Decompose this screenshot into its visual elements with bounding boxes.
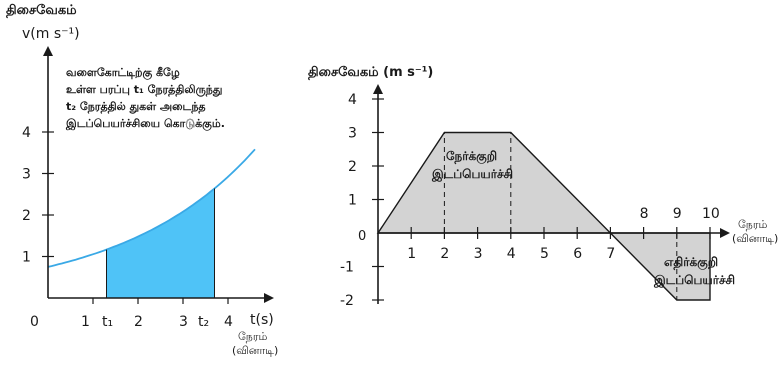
left-y-axis-label: v(m s⁻¹) [22,26,80,42]
annotation-line-4: இடப்பெயர்ச்சியை கொடுக்கும். [65,117,225,132]
left-x-tick-label: 3 [179,314,188,330]
left-x-unit-line2: (வினாடி) [232,344,278,357]
left-y-tick-label: 3 [22,167,31,183]
left-y-tick-label: 2 [22,208,31,224]
right-x-tick-label: 9 [673,206,682,222]
left-top-label: திசைவேகம் [6,3,77,18]
right-y-tick-label: 2 [348,159,357,175]
origin-label: 0 [358,229,366,244]
left-x-tick-label: 1 [81,314,90,330]
right-x-tick-label: 8 [640,206,649,222]
left-x-tick-label: 2 [134,314,143,330]
right-x-tick-label: 1 [407,246,416,262]
right-x-tick-label: 3 [474,246,483,262]
positive-area-label-2: இடப்பெயர்ச்சி [431,167,513,182]
left-x-tick-label: 4 [224,314,233,330]
right-x-tick-label: 2 [440,246,449,262]
right-y-tick-label: 3 [348,126,357,142]
right-x-ticks: 1 2 3 4 5 6 7 8 9 10 [407,206,720,262]
right-x-tick-label: 5 [540,246,549,262]
annotation-line-3: t₂ நேரத்தில் துகள் அடைந்த [66,100,206,114]
t1-label: t₁ [102,314,113,330]
right-y-tick-label: -2 [340,293,354,309]
negative-area-label-2: இடப்பெயர்ச்சி [653,273,735,288]
left-y-ticks: 1 2 3 4 [22,125,54,266]
annotation-line-1: வளைகோட்டிற்கு கீழே [66,66,180,81]
right-y-tick-label: 1 [348,193,357,209]
left-velocity-graph: 0 1 2 3 4 1 2 3 4 திசைவேகம் v(m s⁻¹) t(s) நேரம்… [6,3,278,357]
right-y-tick-label: -1 [340,260,354,276]
right-x-tick-label: 6 [573,246,582,262]
left-y-tick-label: 1 [22,250,31,266]
annotation-line-2: உள்ள பரப்பு t₁ நேரத்திலிருந்து [66,83,222,97]
negative-area-label-1: எதிர்க்குறி [664,255,718,270]
right-x-unit-line1: நேரம் [738,218,768,231]
left-x-axis-label: t(s) [250,312,274,328]
left-x-unit-line1: நேரம் [238,330,268,343]
right-y-axis-label: திசைவேகம் (m s⁻¹) [308,65,433,80]
velocity-curve [47,148,256,268]
right-y-ticks: -2 -1 1 2 3 4 [340,92,384,309]
positive-displacement-area [376,131,613,234]
right-x-unit-line2: (வினாடி) [732,232,778,245]
left-x-ticks: 0 1 2 3 4 [30,298,233,330]
t2-label: t₂ [198,314,209,330]
right-velocity-time-graph: 1 2 3 4 5 6 7 8 9 10 -2 -1 1 2 3 4 திசைவேகம் (m s⁻¹) 0… [308,65,778,309]
positive-area-label-1: நேர்க்குறி [446,149,497,164]
left-x-tick-label: 0 [30,314,39,330]
right-x-tick-label: 4 [507,246,516,262]
left-y-tick-label: 4 [22,125,31,141]
right-y-tick-label: 4 [348,92,357,108]
right-x-tick-label: 10 [702,206,720,222]
right-x-tick-label: 7 [606,246,615,262]
